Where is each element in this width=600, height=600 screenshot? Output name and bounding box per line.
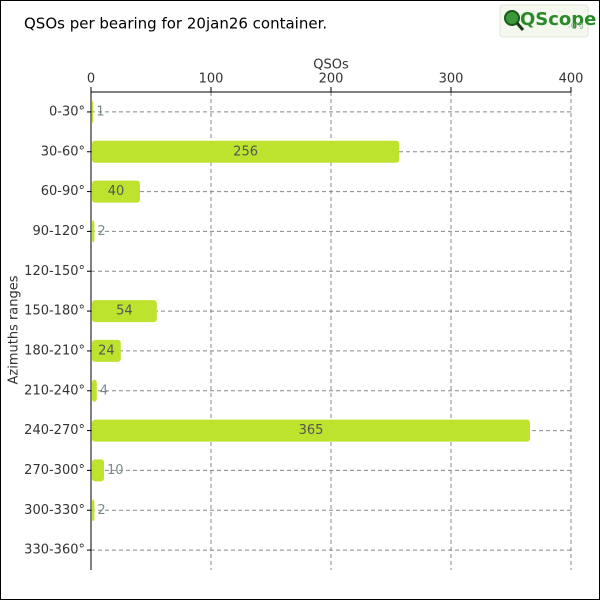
x-tick-label: 400 xyxy=(559,72,584,87)
y-tick-label: 180-210° xyxy=(24,343,85,358)
value-label: 256 xyxy=(233,144,258,159)
value-label: 24 xyxy=(98,343,115,358)
y-tick-label: 120-150° xyxy=(24,264,85,279)
bar xyxy=(92,379,97,402)
bar xyxy=(92,180,140,203)
chart-title: QSOs per bearing for 20jan26 container. xyxy=(24,15,327,33)
y-tick-label: 150-180° xyxy=(24,304,85,319)
bar xyxy=(92,140,400,163)
bar xyxy=(92,499,95,522)
value-label: 4 xyxy=(100,383,108,398)
bar xyxy=(92,100,94,123)
y-tick-label: 30-60° xyxy=(41,144,85,159)
bar xyxy=(92,419,530,442)
bar xyxy=(92,459,104,482)
logo-text: QScope xyxy=(520,9,596,30)
x-tick-label: 300 xyxy=(439,72,464,87)
y-tick-label: 330-360° xyxy=(24,543,85,558)
x-tick-label: 0 xyxy=(87,72,95,87)
value-label: 2 xyxy=(97,224,105,239)
x-axis-label: QSOs xyxy=(313,58,349,73)
x-tick-label: 100 xyxy=(199,72,224,87)
value-label: 1 xyxy=(96,104,104,119)
value-label: 54 xyxy=(116,304,133,319)
value-label: 2 xyxy=(97,503,105,518)
bar xyxy=(92,220,95,243)
bar xyxy=(92,300,157,323)
value-label: 365 xyxy=(299,423,324,438)
bar xyxy=(92,339,121,362)
logo-lens xyxy=(504,10,520,26)
y-tick-label: 300-330° xyxy=(24,503,85,518)
y-tick-label: 270-300° xyxy=(24,463,85,478)
y-tick-label: 240-270° xyxy=(24,423,85,438)
x-tick-label: 200 xyxy=(319,72,344,87)
y-tick-label: 210-240° xyxy=(24,383,85,398)
logo: QScope .org xyxy=(499,4,596,38)
y-tick-label: 90-120° xyxy=(32,224,85,239)
value-label: 40 xyxy=(108,184,125,199)
logo-handle xyxy=(515,22,525,31)
y-axis-label: Azimuths ranges xyxy=(7,275,22,384)
logo-suffix: .org xyxy=(568,21,584,30)
value-label: 10 xyxy=(107,463,124,478)
y-tick-label: 60-90° xyxy=(41,184,85,199)
y-tick-label: 0-30° xyxy=(49,104,85,119)
